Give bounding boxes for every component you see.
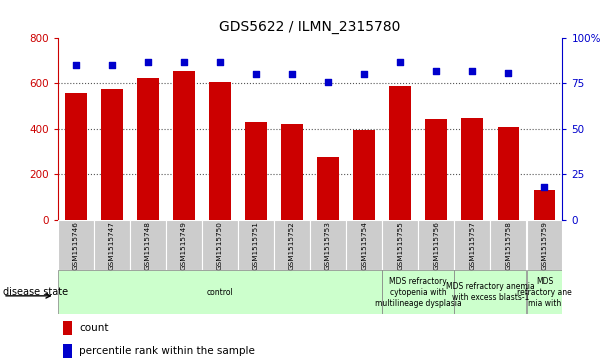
Point: [431, 68, 441, 74]
FancyBboxPatch shape: [382, 220, 418, 270]
FancyBboxPatch shape: [238, 220, 274, 270]
FancyBboxPatch shape: [491, 220, 526, 270]
Text: GSM1515749: GSM1515749: [181, 221, 187, 270]
Bar: [353, 130, 375, 220]
Bar: [65, 93, 86, 220]
Text: GSM1515754: GSM1515754: [361, 221, 367, 270]
Text: disease state: disease state: [3, 287, 68, 297]
Bar: [245, 122, 267, 220]
Text: percentile rank within the sample: percentile rank within the sample: [80, 346, 255, 356]
FancyBboxPatch shape: [527, 220, 562, 270]
Bar: [426, 119, 447, 220]
FancyBboxPatch shape: [202, 220, 238, 270]
Text: GSM1515748: GSM1515748: [145, 221, 151, 270]
Text: MDS
refractory ane
mia with: MDS refractory ane mia with: [517, 277, 572, 308]
Bar: [63, 321, 72, 335]
FancyBboxPatch shape: [418, 220, 454, 270]
Point: [468, 68, 477, 74]
Text: GSM1515757: GSM1515757: [469, 221, 475, 270]
Bar: [317, 157, 339, 220]
Point: [179, 59, 188, 65]
Text: control: control: [207, 288, 233, 297]
Point: [215, 59, 225, 65]
FancyBboxPatch shape: [274, 220, 310, 270]
Bar: [63, 344, 72, 358]
Point: [71, 62, 81, 68]
Bar: [173, 71, 195, 220]
Text: GSM1515755: GSM1515755: [397, 221, 403, 270]
Point: [395, 59, 405, 65]
Text: GSM1515747: GSM1515747: [109, 221, 115, 270]
Bar: [209, 82, 231, 220]
FancyBboxPatch shape: [58, 270, 382, 314]
Bar: [101, 89, 123, 220]
FancyBboxPatch shape: [527, 270, 562, 314]
Text: MDS refractory anemia
with excess blasts-1: MDS refractory anemia with excess blasts…: [446, 282, 534, 302]
Point: [503, 70, 513, 76]
FancyBboxPatch shape: [454, 220, 490, 270]
FancyBboxPatch shape: [347, 220, 382, 270]
FancyBboxPatch shape: [166, 220, 202, 270]
FancyBboxPatch shape: [454, 270, 526, 314]
Point: [359, 72, 369, 77]
Point: [251, 72, 261, 77]
FancyBboxPatch shape: [58, 220, 94, 270]
Text: GSM1515751: GSM1515751: [253, 221, 259, 270]
Text: GSM1515759: GSM1515759: [541, 221, 547, 270]
FancyBboxPatch shape: [382, 270, 454, 314]
Bar: [137, 78, 159, 220]
Text: MDS refractory
cytopenia with
multilineage dysplasia: MDS refractory cytopenia with multilinea…: [375, 277, 461, 308]
Bar: [282, 124, 303, 220]
FancyBboxPatch shape: [130, 220, 166, 270]
Text: GSM1515752: GSM1515752: [289, 221, 295, 270]
Bar: [534, 190, 555, 220]
Bar: [389, 86, 411, 220]
Text: count: count: [80, 323, 109, 333]
Point: [323, 79, 333, 85]
Title: GDS5622 / ILMN_2315780: GDS5622 / ILMN_2315780: [219, 20, 401, 34]
Bar: [461, 118, 483, 220]
Point: [143, 59, 153, 65]
FancyBboxPatch shape: [94, 220, 130, 270]
Text: GSM1515753: GSM1515753: [325, 221, 331, 270]
FancyBboxPatch shape: [310, 220, 346, 270]
Point: [287, 72, 297, 77]
Point: [107, 62, 117, 68]
Text: GSM1515750: GSM1515750: [217, 221, 223, 270]
Text: GSM1515756: GSM1515756: [434, 221, 439, 270]
Point: [539, 184, 549, 190]
Text: GSM1515746: GSM1515746: [73, 221, 79, 270]
Bar: [497, 127, 519, 220]
Text: GSM1515758: GSM1515758: [505, 221, 511, 270]
